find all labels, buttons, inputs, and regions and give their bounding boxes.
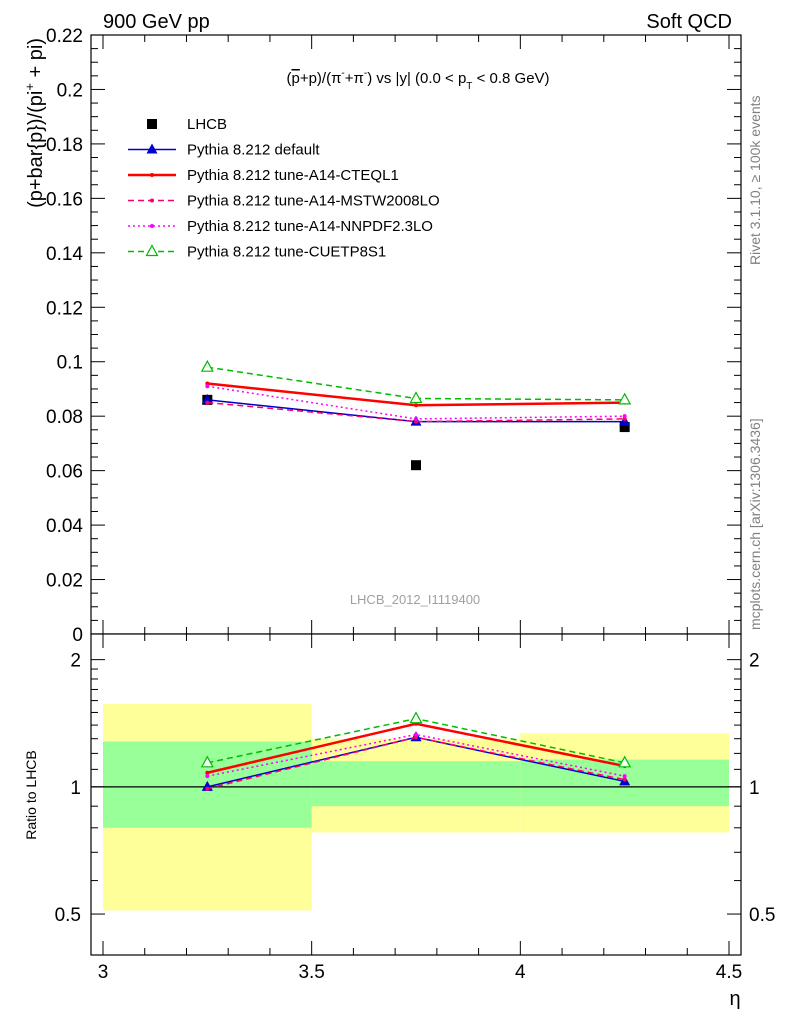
- main-ytick-label-1: 0.02: [46, 571, 83, 592]
- legend-marker-4: [150, 224, 154, 228]
- legend-entry-4: Pythia 8.212 tune-A14-NNPDF2.3LO: [128, 218, 433, 235]
- ratio-band-green-1: [311, 761, 521, 807]
- ratio-ytick-label-right-0: 0.5: [749, 905, 775, 926]
- ratio-series-4-point-1: [409, 711, 423, 724]
- main-axes: 0 0.02 0.04 0.06 0.08 0.1 0.12 0.14 0.16 0.18 0.2 0…: [46, 26, 742, 646]
- main-series-5: [200, 359, 632, 405]
- main-series-4: [205, 384, 627, 421]
- x-axis-label: η: [729, 988, 740, 1010]
- main-ytick-label-6: 0.12: [46, 298, 83, 319]
- ratio-ytick-label-right-2: 2: [749, 651, 760, 672]
- legend-marker-5: [145, 244, 159, 257]
- legend-entry-0: LHCB: [147, 116, 227, 133]
- legend-marker-0: [147, 119, 157, 129]
- ratio-ytick-label-left-0: 0.5: [55, 905, 81, 926]
- main-series-5-point-0: [200, 359, 214, 372]
- legend-label-5: Pythia 8.212 tune-CUETP8S1: [187, 244, 386, 261]
- main-ytick-label-10: 0.2: [57, 80, 83, 101]
- legend-entry-3: Pythia 8.212 tune-A14-MSTW2008LO: [128, 193, 440, 210]
- main-series-4-point-0: [205, 384, 210, 389]
- ratio-ytick-label-left-1: 1: [70, 778, 81, 799]
- legend-label-2: Pythia 8.212 tune-A14-CTEQL1: [187, 167, 399, 184]
- main-ytick-label-11: 0.22: [46, 26, 83, 47]
- main-panel: [91, 35, 741, 634]
- main-ytick-label-0: 0: [72, 625, 83, 646]
- x-tick-label-1: 3.5: [298, 962, 324, 983]
- legend-label-0: LHCB: [187, 116, 227, 133]
- legend-label-1: Pythia 8.212 default: [187, 142, 320, 159]
- main-series-5-point-1: [409, 391, 423, 404]
- main-series-4-point-1: [414, 416, 418, 421]
- main-ytick-label-5: 0.1: [57, 353, 83, 374]
- legend-marker-3: [150, 198, 154, 203]
- main-y-axis-label: (p+bar{p})/(pi+ + pi): [22, 38, 47, 208]
- x-tick-label-3: 4.5: [716, 962, 742, 983]
- ratio-ytick-label-left-2: 2: [70, 651, 81, 672]
- ratio-series-3: [205, 732, 627, 779]
- legend: LHCB Pythia 8.212 default Pythia 8.212 tun…: [128, 116, 440, 261]
- main-series-3-point-0: [205, 400, 210, 405]
- main-series: [200, 359, 632, 471]
- side-label-rivet: Rivet 3.1.10, ≥ 100k events: [747, 95, 763, 265]
- ratio-series-2-point-2: [622, 777, 627, 782]
- legend-marker-2: [150, 173, 154, 177]
- header-left: 900 GeV pp: [103, 11, 210, 33]
- main-series-0-point-2: [619, 422, 630, 433]
- main-ytick-label-2: 0.04: [46, 516, 83, 537]
- main-series-4-point-2: [622, 414, 627, 419]
- x-tick-label-2: 4: [515, 962, 526, 983]
- side-label-mcplots: mcplots.cern.ch [arXiv:1306.3436]: [747, 418, 763, 630]
- legend-marker-1: [146, 143, 158, 154]
- main-series-0-point-1: [411, 460, 421, 471]
- ratio-panel: [91, 634, 741, 955]
- ratio-frame: [90, 633, 742, 956]
- ratio-series-4: [200, 711, 632, 768]
- main-plot-area: [91, 35, 741, 634]
- x-tick-label-0: 3: [98, 962, 109, 983]
- ratio-series-2: [205, 735, 627, 791]
- header-right: Soft QCD: [646, 11, 732, 33]
- legend-label-4: Pythia 8.212 tune-A14-NNPDF2.3LO: [187, 218, 433, 235]
- ratio-axes: 0.5 0.5 1 1 2 2 3 3.5 4 4.5: [55, 633, 775, 983]
- legend-entry-1: Pythia 8.212 default: [128, 142, 320, 159]
- ratio-series: [200, 711, 632, 791]
- ratio-series-3-point-1: [414, 732, 418, 737]
- ratio-series-4-point-0: [200, 755, 214, 768]
- ratio-series-3-point-0: [205, 774, 210, 779]
- legend-entry-5: Pythia 8.212 tune-CUETP8S1: [128, 244, 386, 261]
- ratio-series-3-line: [207, 733, 625, 777]
- legend-label-3: Pythia 8.212 tune-A14-MSTW2008LO: [187, 193, 440, 210]
- ratio-series-4-point-2: [618, 755, 632, 768]
- ratio-series-1-point-0: [205, 770, 210, 775]
- analysis-watermark: LHCB_2012_I1119400: [350, 592, 480, 607]
- ratio-series-3-point-2: [622, 774, 627, 779]
- ratio-y-axis-label: Ratio to LHCB: [23, 750, 39, 839]
- main-series-1-point-0: [201, 393, 213, 404]
- ratio-series-2-point-1: [414, 735, 418, 740]
- ratio-ytick-label-right-1: 1: [749, 778, 760, 799]
- chart-title: (p+p)/(π-+π-) vs |y| (0.0 < pT < 0.8 GeV…: [286, 68, 549, 92]
- main-ytick-label-9: 0.18: [46, 135, 83, 156]
- ratio-series-2-point-0: [205, 786, 210, 791]
- main-ytick-label-3: 0.06: [46, 462, 83, 483]
- main-ytick-label-8: 0.16: [46, 189, 83, 210]
- main-series-2-point-1: [414, 403, 418, 408]
- main-ytick-label-7: 0.14: [46, 244, 83, 265]
- main-ytick-label-4: 0.08: [46, 407, 83, 428]
- main-series-5-point-2: [618, 392, 632, 405]
- legend-entry-2: Pythia 8.212 tune-A14-CTEQL1: [128, 167, 399, 184]
